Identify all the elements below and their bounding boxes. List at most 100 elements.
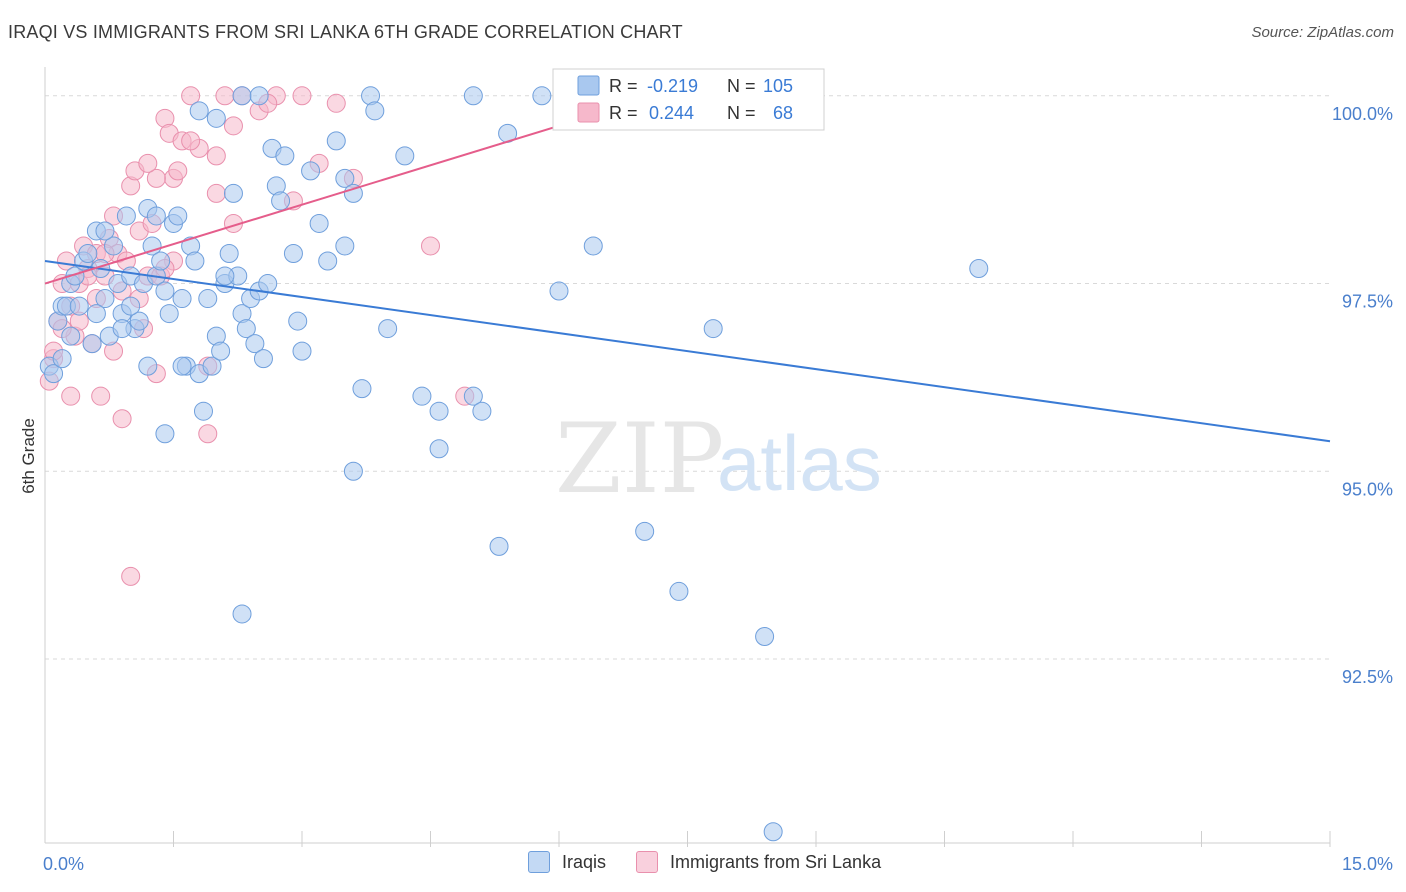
x-tick-label: 15.0%	[1342, 854, 1393, 874]
legend-r-value-1: -0.219	[647, 76, 698, 96]
sri-lanka-point	[61, 386, 81, 406]
iraqi-point	[69, 296, 89, 316]
iraqi-point	[61, 326, 81, 346]
iraqi-point	[52, 349, 72, 369]
legend-n-value-1: 105	[763, 76, 793, 96]
watermark-zip: ZIP	[555, 403, 724, 515]
legend-swatch-iraqis	[577, 75, 600, 96]
sri-lanka-point	[326, 93, 346, 113]
iraqi-point	[219, 243, 239, 263]
iraqi-point	[146, 206, 166, 226]
y-tick-label: 92.5%	[1342, 667, 1393, 687]
iraqi-point	[95, 289, 115, 309]
sri-lanka-point	[146, 168, 166, 188]
legend-item-iraqis: Iraqis	[528, 851, 606, 873]
iraqi-point	[193, 401, 213, 421]
sri-lanka-point	[215, 86, 235, 106]
sri-lanka-point	[223, 116, 243, 136]
iraqi-point	[78, 243, 98, 263]
iraqi-trend-line	[44, 260, 1331, 443]
iraqi-point	[249, 86, 269, 106]
iraqi-point	[172, 356, 192, 376]
sri-lanka-point	[168, 161, 188, 181]
legend-label-sri-lanka: Immigrants from Sri Lanka	[670, 851, 882, 872]
iraqi-point	[206, 108, 226, 128]
iraqi-point	[969, 259, 989, 279]
iraqi-point	[159, 304, 179, 324]
y-tick-label: 100.0%	[1332, 104, 1393, 124]
legend-r-label-1: R =	[609, 76, 638, 96]
iraqi-point	[301, 161, 321, 181]
iraqi-point	[463, 86, 483, 106]
y-tick-label: 97.5%	[1342, 292, 1393, 312]
trend-lines	[44, 124, 1331, 443]
y-axis-title-group: 6th Grade	[19, 418, 38, 494]
iraqi-point	[463, 386, 483, 406]
iraqi-point	[138, 356, 158, 376]
iraqi-point	[755, 626, 775, 646]
iraqi-point	[95, 221, 115, 241]
iraqi-point	[343, 183, 363, 203]
iraqi-point	[245, 334, 265, 354]
watermark: ZIP atlas	[555, 403, 882, 515]
sri-lanka-point	[421, 236, 440, 256]
legend-r-value-2: 0.244	[649, 103, 694, 123]
correlation-legend: R = -0.219 N = 105 R = 0.244 N = 68	[552, 68, 825, 131]
sri-lanka-point	[206, 146, 226, 166]
iraqi-point	[326, 131, 346, 151]
iraqi-point	[288, 311, 308, 331]
legend-n-label-1: N =	[727, 76, 756, 96]
legend-label-iraqis: Iraqis	[562, 851, 607, 872]
bottom-legend: Iraqis Immigrants from Sri Lanka	[528, 851, 911, 873]
iraqi-point	[429, 439, 449, 459]
iraqi-point	[65, 266, 85, 286]
iraqi-point	[335, 236, 355, 256]
iraqi-point	[142, 236, 162, 256]
sri-lanka-point	[292, 86, 312, 106]
iraqi-point	[211, 341, 231, 361]
iraqi-point	[395, 146, 415, 166]
iraqi-point	[232, 86, 252, 106]
iraqi-point	[669, 581, 689, 601]
sri-lanka-point	[121, 566, 141, 586]
iraqi-point	[172, 289, 192, 309]
iraqi-point	[763, 822, 783, 842]
iraqi-point	[271, 191, 291, 211]
series-iraqis-points	[39, 86, 989, 842]
sri-lanka-point	[112, 409, 132, 429]
iraqi-point	[129, 311, 149, 331]
iraqi-point	[151, 251, 171, 271]
axes: 100.0% 97.5% 95.0% 92.5% 0.0% 15.0%	[43, 67, 1393, 874]
sri-lanka-trend-line	[44, 124, 560, 285]
iraqi-point	[472, 401, 492, 421]
legend-r-label-2: R =	[609, 103, 638, 123]
sri-lanka-point	[206, 183, 226, 203]
y-axis-title: 6th Grade	[19, 418, 38, 494]
iraqi-point	[112, 319, 132, 339]
iraqi-point	[258, 274, 278, 294]
iraqi-point	[104, 236, 124, 256]
iraqi-point	[283, 243, 303, 263]
sri-lanka-point	[181, 86, 201, 106]
gridlines	[45, 95, 1330, 660]
iraqi-point	[352, 379, 372, 399]
chart-title: IRAQI VS IMMIGRANTS FROM SRI LANKA 6TH G…	[8, 22, 683, 42]
iraqi-point	[253, 349, 273, 369]
iraqi-point	[343, 461, 363, 481]
iraqi-point	[185, 251, 205, 271]
legend-swatch-sri-lanka-bottom	[636, 851, 659, 873]
watermark-atlas: atlas	[717, 419, 882, 507]
iraqi-point	[378, 319, 398, 339]
iraqi-point	[583, 236, 603, 256]
iraqi-point	[292, 341, 312, 361]
sri-lanka-point	[138, 153, 158, 173]
iraqi-point	[309, 213, 329, 233]
x-tick-label: 0.0%	[43, 854, 84, 874]
iraqi-point	[223, 183, 243, 203]
legend-n-label-2: N =	[727, 103, 756, 123]
iraqi-point	[532, 86, 552, 106]
iraqi-point	[236, 319, 256, 339]
sri-lanka-point	[181, 131, 201, 151]
iraqi-point	[116, 206, 136, 226]
